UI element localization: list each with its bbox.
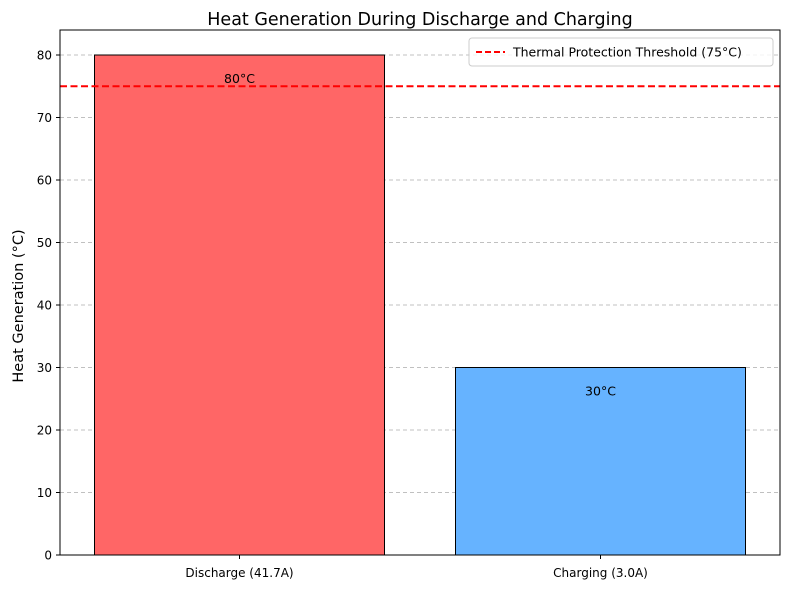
y-tick-label: 20 — [37, 424, 52, 438]
bar-value-label: 80°C — [224, 71, 255, 86]
legend-label-threshold: Thermal Protection Threshold (75°C) — [512, 45, 742, 60]
y-tick-label: 40 — [37, 299, 52, 313]
y-tick-label: 50 — [37, 236, 52, 250]
x-axis-ticks: Discharge (41.7A) Charging (3.0A) — [185, 555, 648, 580]
bar — [94, 54, 385, 556]
x-tick-label: Discharge (41.7A) — [185, 566, 293, 580]
bar-value-label: 30°C — [585, 384, 616, 399]
y-tick-label: 80 — [37, 49, 52, 63]
legend-box — [468, 37, 774, 67]
plot-frame — [59, 29, 781, 556]
x-tick-label: Charging (3.0A) — [553, 566, 648, 580]
bar — [455, 367, 746, 556]
legend: Thermal Protection Threshold (75°C) — [468, 37, 774, 67]
data-labels: 80°C 30°C — [224, 71, 616, 399]
chart-title: Heat Generation During Discharge and Cha… — [207, 10, 632, 30]
y-tick-label: 30 — [37, 361, 52, 375]
y-axis-ticks: 0 10 20 30 40 50 60 70 80 — [37, 49, 60, 563]
y-axis-title: Heat Generation (°C) — [11, 229, 27, 382]
y-tick-label: 70 — [37, 111, 52, 125]
y-tick-label: 0 — [44, 549, 52, 563]
y-tick-label: 60 — [37, 174, 52, 188]
y-tick-label: 10 — [37, 486, 52, 500]
